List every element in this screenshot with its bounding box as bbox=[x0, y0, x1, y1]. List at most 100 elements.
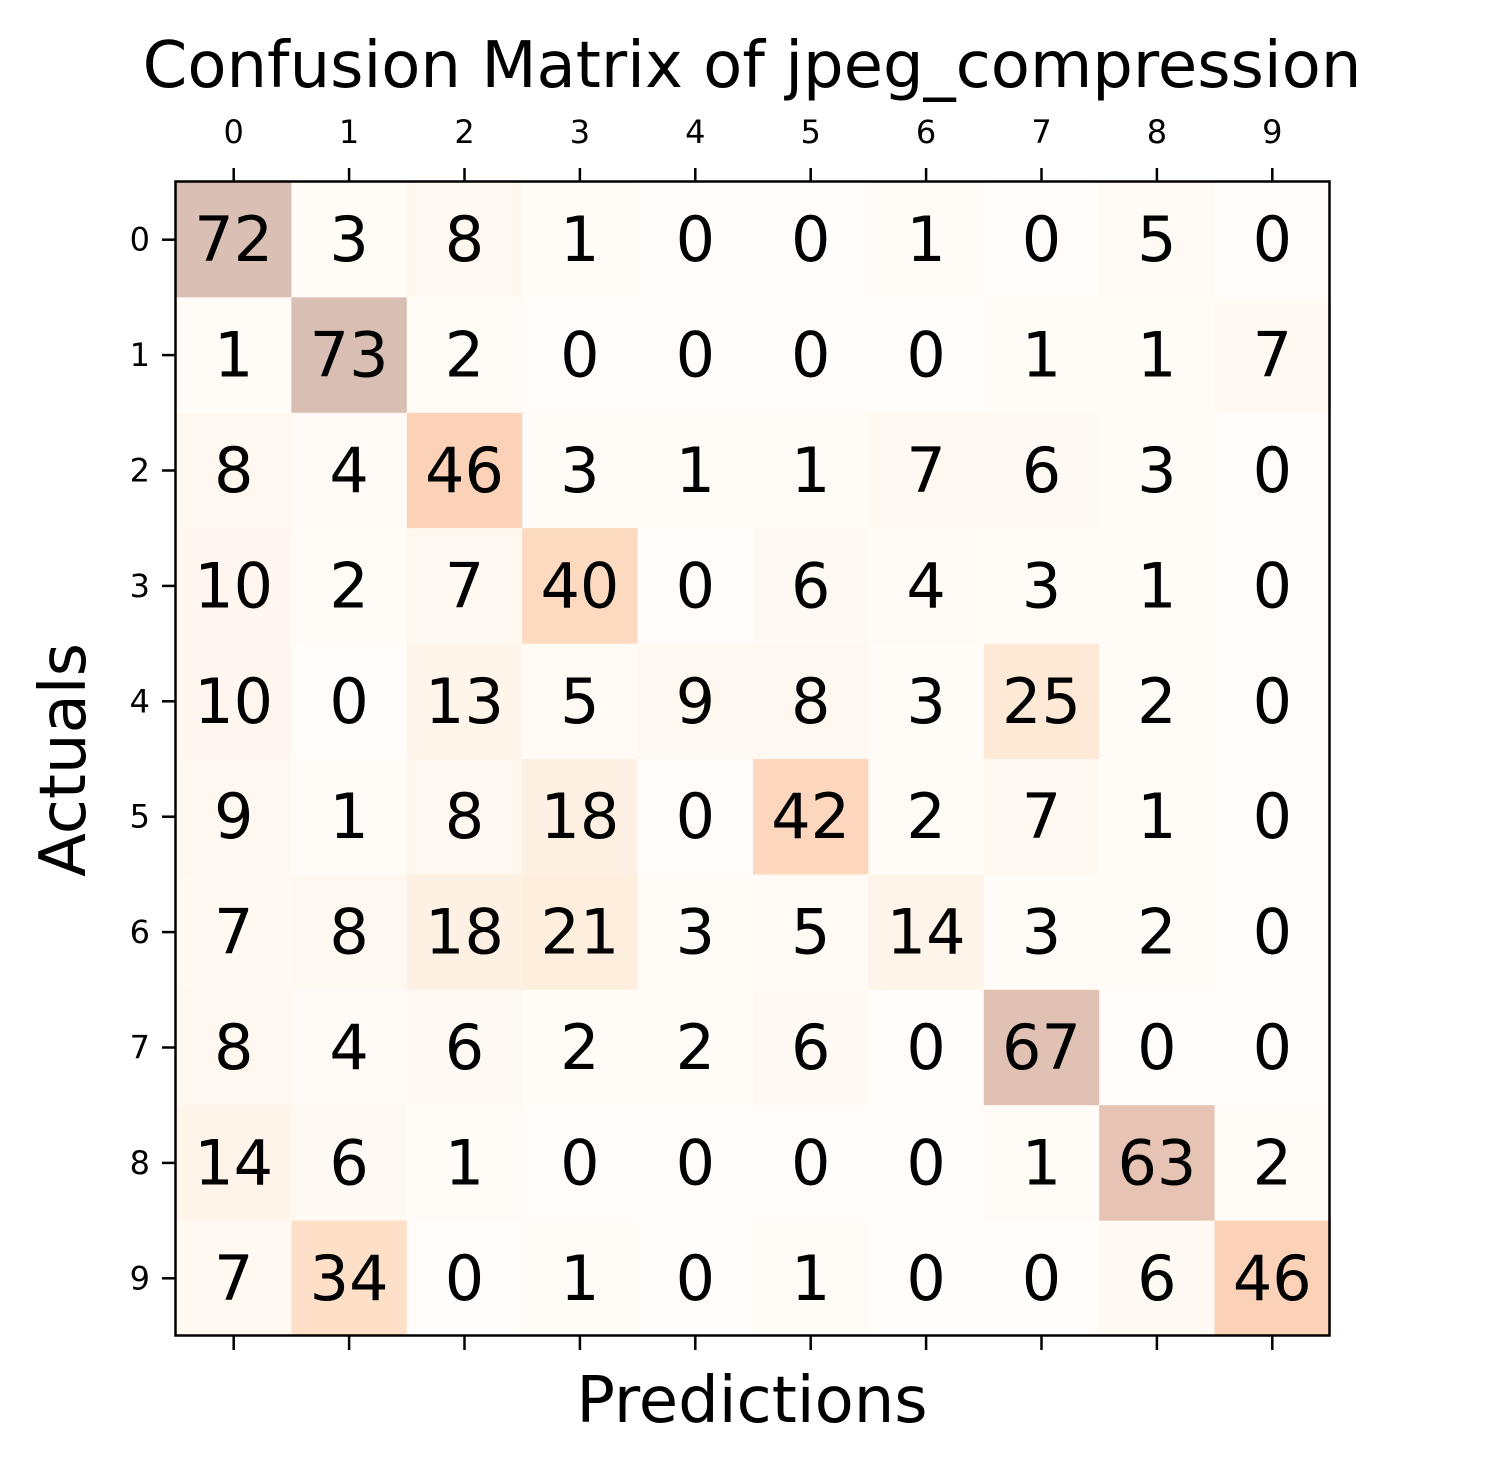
cell-value-r9-c1: 34 bbox=[310, 1242, 389, 1315]
cell-value-r8-c1: 6 bbox=[329, 1126, 368, 1199]
cell-value-r0-c3: 1 bbox=[560, 203, 599, 276]
x-tick-label-8: 8 bbox=[1147, 113, 1167, 151]
heatmap-cell-r5-c6 bbox=[868, 759, 985, 875]
cell-value-r6-c8: 2 bbox=[1137, 896, 1176, 969]
heatmap-cell-r8-c5 bbox=[753, 1105, 869, 1222]
heatmap-cell-r0-c4 bbox=[637, 182, 754, 298]
heatmap-cell-r6-c6 bbox=[868, 874, 985, 991]
cell-value-r4-c3: 5 bbox=[560, 665, 599, 738]
heatmap-cell-r4-c9 bbox=[1214, 643, 1331, 760]
plot-frame bbox=[174, 180, 1331, 1337]
cell-value-r6-c2: 18 bbox=[425, 896, 504, 969]
cell-value-r0-c0: 72 bbox=[194, 203, 273, 276]
x-tick-label-2: 2 bbox=[454, 113, 474, 151]
heatmap-cell-r4-c1 bbox=[291, 643, 408, 760]
cell-value-r2-c6: 7 bbox=[906, 434, 945, 507]
heatmap-cell-r4-c2 bbox=[406, 643, 523, 760]
y-axis-label: Actuals bbox=[27, 643, 101, 877]
x-tick-label-6: 6 bbox=[916, 113, 936, 151]
heatmap-cell-r4-c8 bbox=[1099, 643, 1216, 760]
heatmap-cell-r0-c3 bbox=[522, 182, 639, 298]
cell-value-r1-c0: 1 bbox=[214, 319, 253, 392]
heatmap-cell-r3-c4 bbox=[637, 528, 754, 645]
cell-value-r8-c4: 0 bbox=[676, 1126, 715, 1199]
heatmap-cell-r3-c0 bbox=[176, 528, 292, 645]
cell-value-r4-c9: 0 bbox=[1253, 665, 1292, 738]
x-tick-label-3: 3 bbox=[570, 113, 590, 151]
heatmap-cell-r6-c2 bbox=[406, 874, 523, 991]
heatmap-cell-r0-c9 bbox=[1214, 182, 1331, 298]
cell-value-r5-c2: 8 bbox=[445, 780, 484, 853]
cell-value-r6-c3: 21 bbox=[540, 896, 619, 969]
y-tick-label-8: 8 bbox=[130, 1144, 150, 1182]
heatmap-cell-r7-c5 bbox=[753, 989, 869, 1106]
cell-value-r9-c3: 1 bbox=[560, 1242, 599, 1315]
heatmap-cell-r2-c5 bbox=[753, 412, 869, 529]
y-tick-label-7: 7 bbox=[130, 1029, 150, 1067]
heatmap-cell-r4-c6 bbox=[868, 643, 985, 760]
chart-title: Confusion Matrix of jpeg_compression bbox=[143, 29, 1362, 103]
cell-value-r0-c2: 8 bbox=[445, 203, 484, 276]
heatmap-cell-r8-c8 bbox=[1099, 1105, 1216, 1222]
cell-value-r8-c5: 0 bbox=[791, 1126, 830, 1199]
heatmap-cell-r8-c6 bbox=[868, 1105, 985, 1222]
heatmap-cell-r4-c7 bbox=[983, 643, 1100, 760]
heatmap-cell-r6-c3 bbox=[522, 874, 639, 991]
cell-value-r3-c9: 0 bbox=[1253, 549, 1292, 622]
x-tick-label-5: 5 bbox=[801, 113, 821, 151]
cell-value-r6-c6: 14 bbox=[887, 896, 966, 969]
heatmap-cell-r1-c1 bbox=[291, 297, 408, 414]
heatmap-cell-r8-c2 bbox=[406, 1105, 523, 1222]
cell-value-r1-c1: 73 bbox=[310, 319, 389, 392]
cell-value-r8-c6: 0 bbox=[906, 1126, 945, 1199]
heatmap-cell-r5-c3 bbox=[522, 759, 639, 875]
y-tick-label-6: 6 bbox=[130, 913, 150, 951]
heatmap-cell-r2-c7 bbox=[983, 412, 1100, 529]
cell-value-r1-c7: 1 bbox=[1022, 319, 1061, 392]
cell-value-r0-c8: 5 bbox=[1137, 203, 1176, 276]
cell-value-r6-c0: 7 bbox=[214, 896, 253, 969]
cell-value-r8-c9: 2 bbox=[1253, 1126, 1292, 1199]
x-tick-label-9: 9 bbox=[1262, 113, 1282, 151]
heatmap-cell-r2-c6 bbox=[868, 412, 985, 529]
heatmap-cell-r2-c9 bbox=[1214, 412, 1331, 529]
cell-value-r2-c5: 1 bbox=[791, 434, 830, 507]
cell-value-r1-c6: 0 bbox=[906, 319, 945, 392]
heatmap-cell-r6-c7 bbox=[983, 874, 1100, 991]
heatmap-cell-r2-c4 bbox=[637, 412, 754, 529]
heatmap-cell-r9-c3 bbox=[522, 1220, 639, 1337]
heatmap-cell-r1-c5 bbox=[753, 297, 869, 414]
heatmap-cell-r3-c8 bbox=[1099, 528, 1216, 645]
heatmap-cell-r3-c7 bbox=[983, 528, 1100, 645]
cell-value-r3-c6: 4 bbox=[906, 549, 945, 622]
heatmap-cell-r3-c1 bbox=[291, 528, 408, 645]
heatmap-cell-r0-c5 bbox=[753, 182, 869, 298]
cell-value-r5-c4: 0 bbox=[676, 780, 715, 853]
y-tick-label-1: 1 bbox=[130, 336, 150, 374]
cell-value-r7-c3: 2 bbox=[560, 1011, 599, 1084]
heatmap-cell-labels: 72 3 8 1 0 0 1 0 5 01 73 2 0 0 0 0 1 1 78 4 46 3 1 1 7 6 3 010 2 7 40 0… bbox=[194, 203, 1312, 1315]
heatmap-cell-r3-c2 bbox=[406, 528, 523, 645]
heatmap-cell-r4-c4 bbox=[637, 643, 754, 760]
heatmap-cell-r0-c1 bbox=[291, 182, 408, 298]
x-tick-label-4: 4 bbox=[685, 113, 705, 151]
cell-value-r1-c8: 1 bbox=[1137, 319, 1176, 392]
cell-value-r2-c1: 4 bbox=[329, 434, 368, 507]
y-tick-label-4: 4 bbox=[130, 682, 150, 720]
y-tick-label-2: 2 bbox=[130, 452, 150, 490]
cell-value-r7-c7: 67 bbox=[1002, 1011, 1081, 1084]
heatmap-cell-r3-c6 bbox=[868, 528, 985, 645]
cell-value-r3-c5: 6 bbox=[791, 549, 830, 622]
cell-value-r9-c5: 1 bbox=[791, 1242, 830, 1315]
heatmap-cell-r5-c4 bbox=[637, 759, 754, 875]
heatmap-cell-r7-c3 bbox=[522, 989, 639, 1106]
cell-value-r7-c1: 4 bbox=[329, 1011, 368, 1084]
cell-value-r3-c4: 0 bbox=[676, 549, 715, 622]
heatmap-cell-r9-c0 bbox=[176, 1220, 292, 1337]
cell-value-r4-c4: 9 bbox=[676, 665, 715, 738]
heatmap-cell-r9-c5 bbox=[753, 1220, 869, 1337]
cell-value-r6-c9: 0 bbox=[1253, 896, 1292, 969]
cell-value-r9-c0: 7 bbox=[214, 1242, 253, 1315]
heatmap-cell-r8-c9 bbox=[1214, 1105, 1331, 1222]
